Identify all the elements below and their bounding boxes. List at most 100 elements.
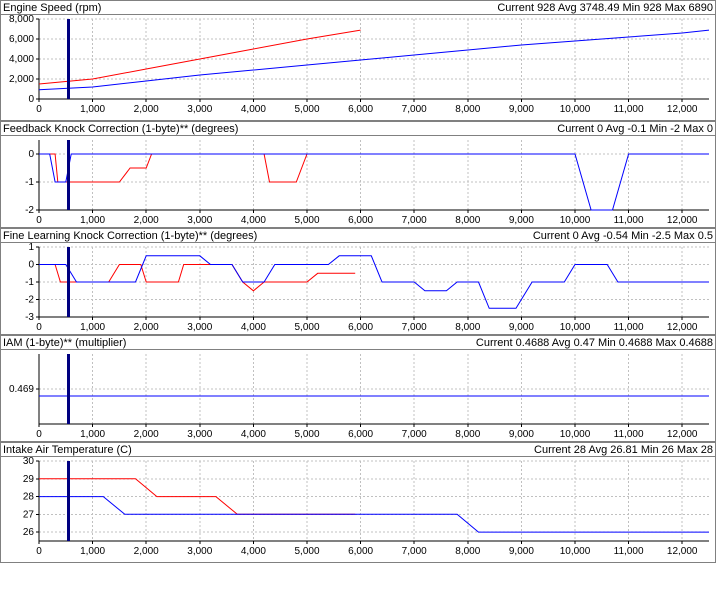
svg-text:26: 26 [23,527,35,538]
svg-text:11,000: 11,000 [614,104,644,115]
svg-text:1,000: 1,000 [80,104,105,115]
svg-text:5,000: 5,000 [294,546,319,557]
svg-text:7,000: 7,000 [402,546,427,557]
chart-area[interactable]: 01,0002,0003,0004,0005,0006,0007,0008,00… [1,15,715,120]
svg-text:6,000: 6,000 [348,546,373,557]
chart-panel-fine-learning-knock: Fine Learning Knock Correction (1-byte)*… [0,228,716,335]
svg-text:30: 30 [23,457,35,467]
svg-text:2,000: 2,000 [134,546,159,557]
svg-text:8,000: 8,000 [455,104,480,115]
svg-text:10,000: 10,000 [560,322,591,333]
svg-text:2,000: 2,000 [134,104,159,115]
panel-stats: Current 928 Avg 3748.49 Min 928 Max 6890 [497,2,713,14]
svg-text:8,000: 8,000 [455,546,480,557]
svg-text:6,000: 6,000 [348,429,373,440]
svg-text:7,000: 7,000 [402,215,427,226]
svg-text:6,000: 6,000 [348,104,373,115]
svg-text:10,000: 10,000 [560,104,591,115]
svg-text:11,000: 11,000 [614,215,644,226]
panel-header: Intake Air Temperature (C) Current 28 Avg… [1,443,715,457]
svg-text:8,000: 8,000 [455,429,480,440]
svg-text:3,000: 3,000 [187,215,212,226]
series-line-red [39,154,355,182]
chart-svg[interactable]: 01,0002,0003,0004,0005,0006,0007,0008,00… [1,136,715,227]
panel-stats: Current 0 Avg -0.1 Min -2 Max 0 [557,123,713,135]
chart-svg[interactable]: 01,0002,0003,0004,0005,0006,0007,0008,00… [1,457,715,562]
svg-text:7,000: 7,000 [402,104,427,115]
panel-title: Fine Learning Knock Correction (1-byte)*… [3,230,257,242]
svg-text:9,000: 9,000 [509,322,534,333]
svg-text:6,000: 6,000 [348,215,373,226]
panel-stats: Current 28 Avg 26.81 Min 26 Max 28 [534,444,713,456]
panel-stats: Current 0.4688 Avg 0.47 Min 0.4688 Max 0… [476,337,713,349]
svg-text:12,000: 12,000 [667,546,698,557]
panel-title: IAM (1-byte)** (multiplier) [3,337,126,349]
series-line-red [39,265,355,291]
svg-text:4,000: 4,000 [9,54,34,65]
svg-text:11,000: 11,000 [614,429,644,440]
svg-text:1,000: 1,000 [80,215,105,226]
chart-panel-iam: IAM (1-byte)** (multiplier) Current 0.468… [0,335,716,442]
svg-text:8,000: 8,000 [9,15,34,25]
svg-text:1,000: 1,000 [80,429,105,440]
svg-text:9,000: 9,000 [509,104,534,115]
svg-text:7,000: 7,000 [402,322,427,333]
chart-area[interactable]: 01,0002,0003,0004,0005,0006,0007,0008,00… [1,136,715,227]
svg-text:4,000: 4,000 [241,429,266,440]
svg-text:2,000: 2,000 [134,215,159,226]
svg-text:0: 0 [36,215,42,226]
svg-text:1: 1 [28,243,34,253]
svg-text:12,000: 12,000 [667,104,698,115]
svg-text:3,000: 3,000 [187,546,212,557]
svg-text:0: 0 [36,322,42,333]
panel-title: Intake Air Temperature (C) [3,444,132,456]
svg-text:8,000: 8,000 [455,215,480,226]
svg-text:-3: -3 [25,312,34,323]
svg-text:0: 0 [36,104,42,115]
svg-text:3,000: 3,000 [187,104,212,115]
svg-text:0.469: 0.469 [9,384,34,395]
chart-svg[interactable]: 01,0002,0003,0004,0005,0006,0007,0008,00… [1,243,715,334]
svg-text:4,000: 4,000 [241,104,266,115]
svg-text:5,000: 5,000 [294,429,319,440]
svg-text:11,000: 11,000 [614,322,644,333]
svg-text:6,000: 6,000 [348,322,373,333]
panel-title: Engine Speed (rpm) [3,2,101,14]
svg-text:0: 0 [28,149,34,160]
chart-area[interactable]: 01,0002,0003,0004,0005,0006,0007,0008,00… [1,457,715,562]
svg-text:10,000: 10,000 [560,546,591,557]
svg-text:6,000: 6,000 [9,34,34,45]
svg-text:2,000: 2,000 [9,74,34,85]
chart-svg[interactable]: 01,0002,0003,0004,0005,0006,0007,0008,00… [1,350,715,441]
svg-text:5,000: 5,000 [294,322,319,333]
svg-text:-2: -2 [25,295,34,306]
svg-text:8,000: 8,000 [455,322,480,333]
chart-area[interactable]: 01,0002,0003,0004,0005,0006,0007,0008,00… [1,350,715,441]
svg-text:1,000: 1,000 [80,322,105,333]
svg-text:28: 28 [23,492,35,503]
svg-text:1,000: 1,000 [80,546,105,557]
panel-header: Engine Speed (rpm) Current 928 Avg 3748.4… [1,1,715,15]
svg-text:9,000: 9,000 [509,215,534,226]
panel-title: Feedback Knock Correction (1-byte)** (de… [3,123,238,135]
svg-text:4,000: 4,000 [241,546,266,557]
chart-area[interactable]: 01,0002,0003,0004,0005,0006,0007,0008,00… [1,243,715,334]
chart-panel-engine-speed: Engine Speed (rpm) Current 928 Avg 3748.4… [0,0,716,121]
chart-svg[interactable]: 01,0002,0003,0004,0005,0006,0007,0008,00… [1,15,715,120]
svg-text:0: 0 [28,94,34,105]
svg-text:11,000: 11,000 [614,546,644,557]
panel-stats: Current 0 Avg -0.54 Min -2.5 Max 0.5 [533,230,713,242]
svg-text:-1: -1 [25,277,34,288]
svg-text:9,000: 9,000 [509,429,534,440]
panel-header: Fine Learning Knock Correction (1-byte)*… [1,229,715,243]
svg-text:12,000: 12,000 [667,215,698,226]
svg-text:10,000: 10,000 [560,215,591,226]
svg-text:12,000: 12,000 [667,322,698,333]
svg-text:2,000: 2,000 [134,429,159,440]
svg-text:10,000: 10,000 [560,429,591,440]
svg-text:7,000: 7,000 [402,429,427,440]
panel-header: Feedback Knock Correction (1-byte)** (de… [1,122,715,136]
svg-text:0: 0 [28,260,34,271]
svg-text:9,000: 9,000 [509,546,534,557]
svg-text:3,000: 3,000 [187,429,212,440]
